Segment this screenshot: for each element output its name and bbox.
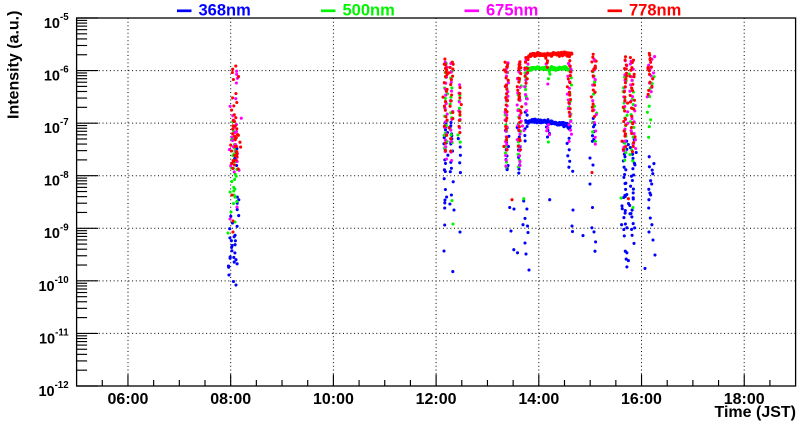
svg-text:14:00: 14:00 [518, 391, 559, 408]
svg-text:368nm: 368nm [199, 2, 251, 20]
svg-text:10-8: 10-8 [44, 170, 69, 190]
svg-text:16:00: 16:00 [621, 391, 662, 408]
svg-text:06:00: 06:00 [108, 391, 149, 408]
svg-text:Time (JST): Time (JST) [715, 404, 797, 421]
svg-text:10-11: 10-11 [39, 328, 69, 348]
svg-text:10:00: 10:00 [313, 391, 354, 408]
svg-text:10-5: 10-5 [44, 12, 69, 32]
svg-text:500nm: 500nm [343, 2, 395, 20]
svg-text:Intensity (a.u.): Intensity (a.u.) [6, 11, 23, 119]
svg-text:08:00: 08:00 [210, 391, 251, 408]
svg-text:10-7: 10-7 [44, 117, 69, 137]
svg-text:10-10: 10-10 [38, 275, 68, 295]
svg-text:10-6: 10-6 [44, 65, 69, 85]
svg-text:10-9: 10-9 [44, 222, 69, 242]
svg-text:18:00: 18:00 [724, 391, 765, 408]
svg-text:675nm: 675nm [486, 2, 538, 20]
svg-text:12:00: 12:00 [416, 391, 457, 408]
svg-text:778nm: 778nm [629, 2, 681, 20]
svg-text:10-12: 10-12 [38, 380, 68, 400]
